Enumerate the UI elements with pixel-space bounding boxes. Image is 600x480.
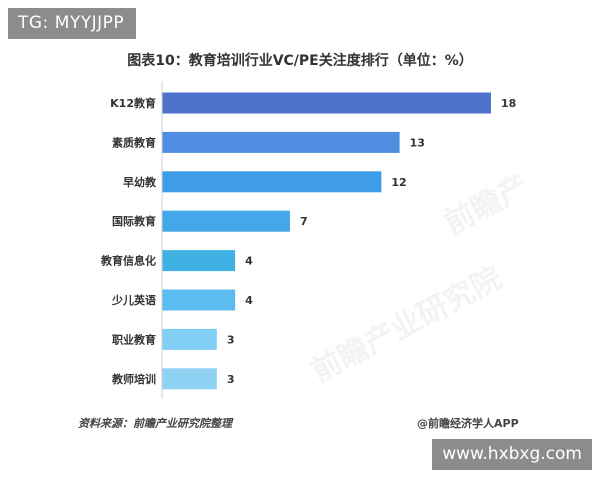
bar-6 <box>162 328 217 350</box>
value-label: 3 <box>227 373 235 386</box>
category-label: 少儿英语 <box>111 293 156 307</box>
bar-3 <box>162 210 290 232</box>
category-label: 职业教育 <box>112 332 156 346</box>
chart-title: 图表10：教育培训行业VC/PE关注度排行（单位：%） <box>127 53 473 69</box>
value-label: 4 <box>245 294 253 307</box>
bar-2 <box>162 171 382 193</box>
source-note: 资料来源：前瞻产业研究院整理 <box>78 417 232 430</box>
category-label: 教师培训 <box>111 372 156 386</box>
bar-7 <box>162 368 217 390</box>
value-label: 12 <box>391 176 406 189</box>
value-label: 18 <box>501 97 516 110</box>
bar-0 <box>162 92 491 114</box>
site-tag: www.hxbxg.com <box>432 439 592 470</box>
value-label: 4 <box>245 255 253 268</box>
category-label: 早幼教 <box>123 175 157 189</box>
value-label: 3 <box>227 333 235 346</box>
category-label: 国际教育 <box>112 214 156 228</box>
tg-tag: TG: MYYJJPP <box>8 8 137 39</box>
brand-credit: @前瞻经济学人APP <box>417 417 519 430</box>
value-label: 7 <box>300 215 308 228</box>
bar-5 <box>162 289 236 311</box>
category-label: K12教育 <box>110 96 156 110</box>
bar-1 <box>162 131 400 153</box>
value-label: 13 <box>410 136 425 149</box>
bar-4 <box>162 250 236 272</box>
category-label: 教育信息化 <box>100 254 156 268</box>
category-label: 素质教育 <box>112 135 156 149</box>
